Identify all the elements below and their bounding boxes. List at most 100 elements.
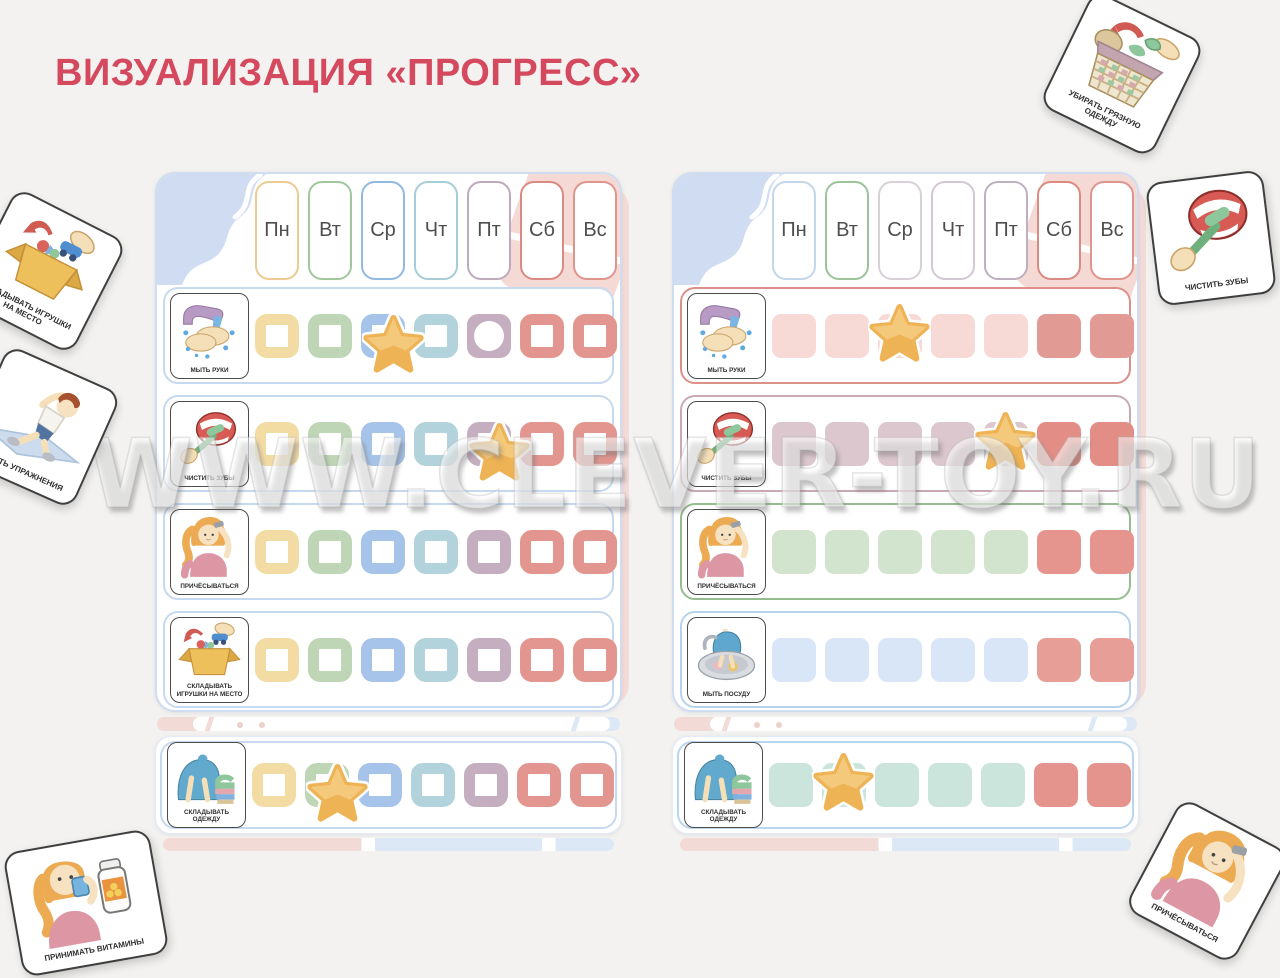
progress-cell [573, 637, 617, 682]
comb-hair-icon [1140, 808, 1279, 944]
day-header-1: Пн [255, 181, 299, 280]
progress-board-right: Пн Вт Ср Чт Пт Сб Вс МЫТЬ РУКИ ЧИСТИТЬ ЗУБЫ ПР… [672, 172, 1146, 851]
card-comb: ПРИЧЁСЫВАТЬСЯ [1123, 796, 1280, 966]
toys-box-icon: СКЛАДЫВАТЬ ИГРУШКИ НА МЕСТО [170, 616, 249, 703]
progress-cell [769, 763, 813, 807]
day-header-4: Чт [931, 181, 975, 280]
progress-cell-starred [467, 421, 531, 483]
brush-teeth-icon: ЧИСТИТЬ ЗУБЫ [170, 400, 249, 487]
star-marker [868, 302, 931, 364]
progress-cell [464, 763, 508, 807]
progress-cell [1090, 637, 1134, 682]
progress-cell [573, 313, 617, 358]
board-sheet: Пн Вт Ср Чт Пт Сб Вс МЫТЬ РУКИ ЧИСТИТЬ ЗУБЫ ПР… [672, 172, 1139, 712]
progress-cell [1090, 529, 1134, 574]
vitamins-icon [11, 837, 158, 956]
star-marker [974, 410, 1037, 472]
circle-marker-cell [467, 313, 511, 358]
wash-hands-icon: МЫТЬ РУКИ [170, 292, 249, 379]
progress-cell [1037, 313, 1081, 358]
divider-bar [193, 717, 610, 731]
star-marker [362, 313, 425, 375]
progress-cell [1037, 421, 1081, 466]
task-row: ПРИЧЁСЫВАТЬСЯ [163, 503, 617, 600]
progress-cell [308, 637, 352, 682]
progress-cell [1034, 763, 1078, 807]
progress-cell [573, 529, 617, 574]
progress-cell [1090, 421, 1134, 466]
brush-teeth-icon [1154, 178, 1267, 285]
day-header-5: Пт [984, 181, 1028, 280]
task-label: ПРИЧЁСЫВАТЬСЯ [697, 582, 756, 590]
day-header-1: Пн [772, 181, 816, 280]
task-label: СКЛАДЫВАТЬ ОДЕЖДУ [183, 808, 230, 824]
progress-cell [772, 313, 816, 358]
progress-cell [255, 529, 299, 574]
progress-cell [931, 637, 975, 682]
progress-cell [981, 763, 1025, 807]
progress-cell [308, 529, 352, 574]
progress-cell [984, 637, 1028, 682]
task-row: МЫТЬ ПОСУДУ [680, 611, 1134, 708]
progress-cell [772, 421, 816, 466]
progress-cell [931, 421, 975, 466]
day-header-4: Чт [414, 181, 458, 280]
progress-cell [1037, 529, 1081, 574]
day-header-3: Ср [878, 181, 922, 280]
progress-cell [875, 763, 919, 807]
day-header-5: Пт [467, 181, 511, 280]
bottom-sheet: СКЛАДЫВАТЬ ОДЕЖДУ [155, 736, 622, 834]
star-marker [468, 421, 531, 483]
progress-cell [1087, 763, 1131, 807]
comb-hair-icon: ПРИЧЁСЫВАТЬСЯ [687, 508, 766, 595]
progress-cell [825, 421, 869, 466]
card-laundry: УБИРАТЬ ГРЯЗНУЮ ОДЕЖДУ [1038, 0, 1206, 159]
task-label: СКЛАДЫВАТЬ ИГРУШКИ НА МЕСТО [176, 683, 243, 698]
progress-cell [361, 637, 405, 682]
progress-cell [361, 529, 405, 574]
task-label: МЫТЬ ПОСУДУ [702, 690, 751, 698]
divider-dot [237, 722, 243, 728]
task-rows: МЫТЬ РУКИ ЧИСТИТЬ ЗУБЫ ПРИЧЁСЫВАТЬСЯ МЫТ… [674, 287, 1137, 708]
task-row: СКЛАДЫВАТЬ ОДЕЖДУ [160, 741, 617, 829]
task-label: ЧИСТИТЬ ЗУБЫ [701, 474, 752, 482]
progress-cell [520, 637, 564, 682]
day-header-2: Вт [308, 181, 352, 280]
task-row: ЧИСТИТЬ ЗУБЫ [163, 395, 617, 492]
progress-cell [570, 763, 614, 807]
day-header-3: Ср [361, 181, 405, 280]
task-label: СКЛАДЫВАТЬ ОДЕЖДУ [700, 808, 747, 824]
task-label: ПРИЧЁСЫВАТЬСЯ [180, 582, 239, 590]
progress-cell [411, 763, 455, 807]
sheet-divider [157, 715, 620, 733]
brush-teeth-icon: ЧИСТИТЬ ЗУБЫ [687, 400, 766, 487]
card-toys-box: СКЛАДЫВАТЬ ИГРУШКИ НА МЕСТО [0, 186, 128, 356]
progress-cell [931, 529, 975, 574]
progress-cell [825, 637, 869, 682]
progress-cell [255, 637, 299, 682]
wash-hands-icon: МЫТЬ РУКИ [687, 292, 766, 379]
progress-cell [878, 637, 922, 682]
progress-cell [772, 529, 816, 574]
day-header-6: Сб [520, 181, 564, 280]
progress-board-left: Пн Вт Ср Чт Пт Сб Вс МЫТЬ РУКИ ЧИСТИТЬ ЗУБЫ ПР… [155, 172, 629, 851]
task-row: ПРИЧЁСЫВАТЬСЯ [680, 503, 1134, 600]
task-label: ЧИСТИТЬ ЗУБЫ [184, 474, 235, 482]
card-vitamins: ПРИНИМАТЬ ВИТАМИНЫ [2, 828, 170, 978]
sheet-divider [674, 715, 1137, 733]
progress-cell-starred [974, 410, 1037, 472]
progress-cell [414, 637, 458, 682]
task-label: МЫТЬ РУКИ [707, 366, 746, 374]
progress-cell [252, 763, 296, 807]
progress-cell [928, 763, 972, 807]
progress-cell [573, 421, 617, 466]
card-teeth: ЧИСТИТЬ ЗУБЫ [1144, 169, 1278, 307]
task-row: СКЛАДЫВАТЬ ОДЕЖДУ [677, 741, 1134, 829]
progress-cell [1037, 637, 1081, 682]
fold-clothes-icon: СКЛАДЫВАТЬ ОДЕЖДУ [167, 742, 246, 828]
progress-cell [255, 421, 299, 466]
task-label: МЫТЬ РУКИ [190, 366, 229, 374]
progress-cell [520, 313, 564, 358]
day-header-6: Сб [1037, 181, 1081, 280]
